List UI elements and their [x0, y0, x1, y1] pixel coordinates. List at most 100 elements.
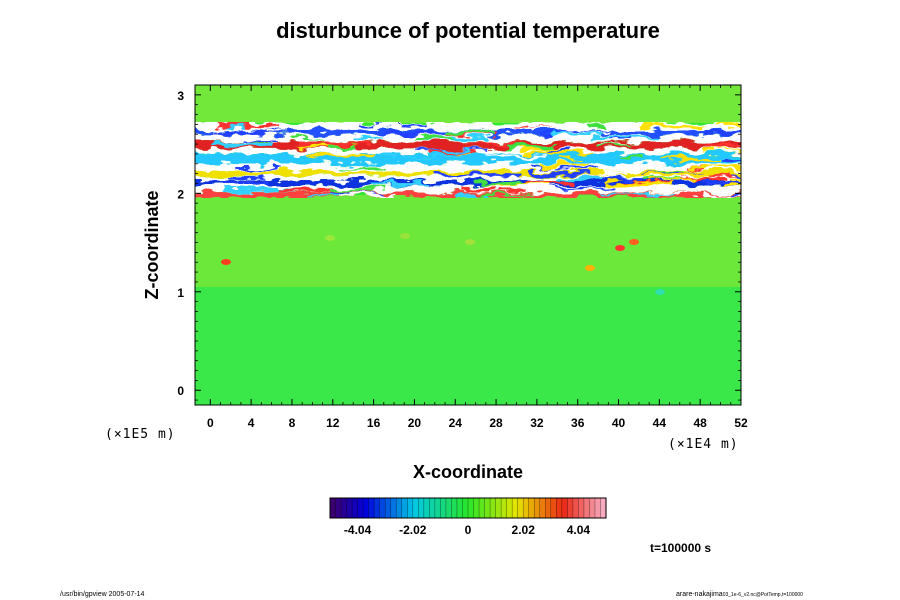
heatmap-field — [195, 85, 741, 405]
turbulent-streak — [609, 165, 642, 169]
turbulent-streak — [233, 167, 281, 171]
x-tick-label: 24 — [449, 416, 463, 430]
time-label: t=100000 s — [650, 541, 711, 555]
footer-right-sub: 03_1e-6_v2.nc@PotTemp,t=100000 — [723, 592, 803, 598]
turbulent-streak — [614, 178, 658, 182]
colorbar-swatch — [396, 498, 403, 518]
turbulent-streak — [521, 137, 541, 142]
colorbar-swatch — [572, 498, 579, 518]
turbulent-layer — [195, 141, 741, 149]
x-unit-label: (×1E4 m) — [668, 437, 739, 452]
colorbar-swatch — [462, 498, 469, 518]
turbulent-streak — [404, 155, 449, 158]
turbulent-streak — [551, 132, 601, 136]
turbulent-streak — [216, 124, 279, 128]
turbulent-streak — [214, 130, 265, 135]
x-tick-label: 0 — [207, 416, 214, 430]
chart-title: disturbunce of potential temperature — [276, 18, 660, 43]
turbulent-streak — [444, 149, 473, 152]
turbulent-streak — [506, 144, 557, 149]
x-tick-label: 40 — [612, 416, 626, 430]
colorbar-swatch — [352, 498, 359, 518]
turbulent-streak — [483, 154, 549, 158]
colorbar-swatch — [589, 498, 596, 518]
x-tick-label: 28 — [489, 416, 503, 430]
turbulent-streak — [702, 131, 741, 135]
turbulent-streak — [715, 123, 741, 127]
x-tick-label: 16 — [367, 416, 381, 430]
turbulent-streak — [381, 131, 446, 135]
colorbar-swatch — [517, 498, 524, 518]
x-tick-label: 32 — [530, 416, 544, 430]
colorbar-swatch — [368, 498, 375, 518]
turbulent-layer — [195, 163, 741, 172]
turbulent-layer — [195, 176, 741, 181]
colorbar-swatch — [357, 498, 364, 518]
turbulent-streak — [289, 137, 325, 140]
turbulent-streak — [547, 149, 569, 153]
turbulent-streak — [339, 166, 374, 169]
colorbar-tick-label: -4.04 — [344, 523, 372, 537]
colorbar-swatch — [484, 498, 491, 518]
eddy-blob — [325, 235, 335, 241]
turbulent-streak — [728, 177, 741, 181]
eddy-blob — [655, 289, 665, 295]
colorbar-swatch — [468, 498, 475, 518]
turbulent-streak — [373, 123, 401, 127]
colorbar-swatch — [335, 498, 342, 518]
colorbar-tick-label: 0 — [465, 523, 472, 537]
turbulent-streak — [524, 151, 593, 155]
x-tick-label: 12 — [326, 416, 340, 430]
y-axis: 0 1 2 3 — [177, 89, 741, 401]
colorbar-swatch — [567, 498, 574, 518]
turbulent-streak — [354, 186, 408, 190]
colorbar-frame — [329, 497, 607, 519]
y-tick-label: 2 — [177, 187, 184, 201]
turbulent-streak — [620, 155, 644, 159]
y-axis-label: Z-coordinate — [142, 190, 162, 299]
colorbar-swatch — [523, 498, 530, 518]
x-tick-label: 4 — [248, 416, 255, 430]
colorbar-swatch — [456, 498, 464, 518]
turbulent-streak — [645, 178, 697, 180]
turbulent-layer — [195, 122, 741, 130]
turbulent-streak — [704, 193, 741, 197]
colorbar-swatch — [594, 498, 602, 518]
colorbar-swatch — [412, 498, 419, 518]
turbulent-streak — [657, 157, 720, 160]
turbulent-streak — [633, 173, 709, 177]
turbulent-streak — [596, 143, 625, 145]
turbulent-streak — [730, 173, 741, 177]
colorbar-swatch — [528, 498, 535, 518]
colorbar-swatch — [429, 498, 436, 518]
turbulent-streak — [414, 136, 454, 140]
x-tick-label: 44 — [653, 416, 667, 430]
turbulent-streak — [341, 194, 393, 198]
turbulent-streak — [496, 187, 526, 192]
turbulent-streak — [539, 164, 590, 168]
footer-right: arare-nakajima03_1e-6_v2.nc@PotTemp,t=10… — [676, 591, 803, 598]
turbulent-streak — [362, 164, 385, 169]
colorbar-swatch — [556, 498, 563, 518]
turbulent-streak — [472, 182, 524, 185]
turbulent-streak — [481, 193, 536, 196]
colorbar-swatch — [440, 498, 447, 518]
colorbar-tick-label: 4.04 — [567, 523, 591, 537]
turbulent-streak — [380, 176, 454, 179]
turbulent-streak — [527, 171, 591, 176]
turbulent-streak — [386, 186, 453, 191]
eddy-blob — [221, 259, 231, 265]
colorbar-swatch — [490, 498, 497, 518]
turbulent-streak — [591, 135, 662, 139]
turbulent-streak — [367, 182, 431, 185]
turbulent-streak — [716, 150, 741, 154]
turbulent-streak — [597, 173, 618, 176]
turbulent-streak — [608, 181, 674, 186]
turbulent-streak — [475, 148, 529, 151]
turbulent-streak — [481, 182, 549, 187]
x-tick-label: 8 — [289, 416, 296, 430]
turbulent-streak — [460, 142, 521, 144]
colorbar-swatch — [451, 498, 458, 518]
eddy-blob — [585, 265, 595, 271]
colorbar-swatch — [385, 498, 392, 518]
